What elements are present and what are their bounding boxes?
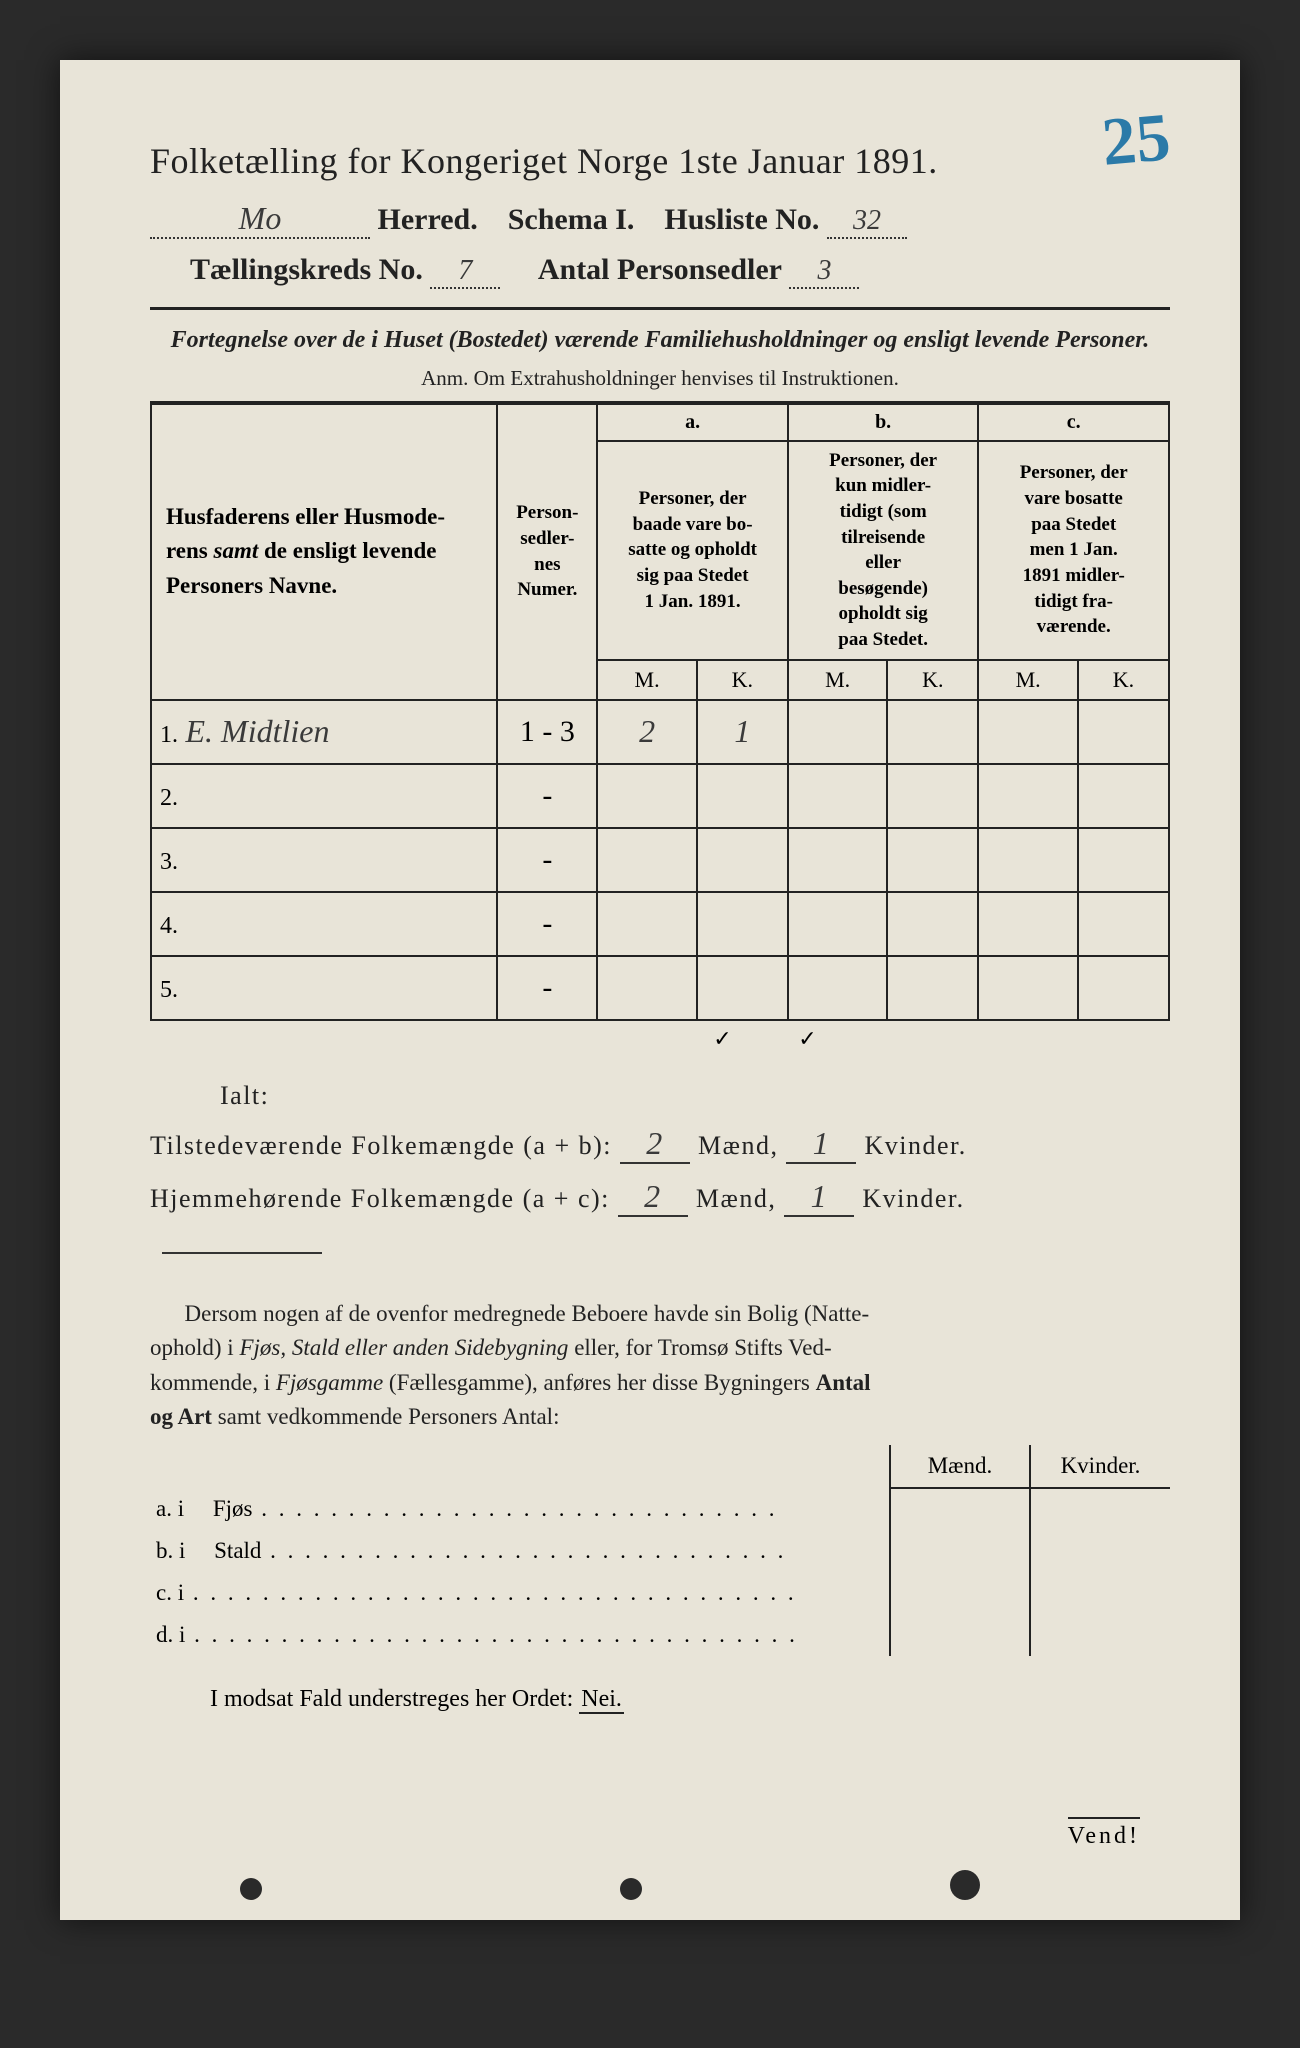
husliste-label: Husliste No. [664,203,819,236]
col-b-k: K. [887,660,978,700]
subtitle: Fortegnelse over de i Huset (Bostedet) v… [150,324,1170,358]
divider [150,307,1170,310]
check-am: ✓ [680,1021,765,1057]
row1-num: 1 - 3 [497,700,597,764]
punch-hole [620,1878,642,1900]
lower-maend: Mænd. [890,1445,1030,1488]
table-row: 4. - [151,892,1169,956]
col-c-k: K. [1078,660,1169,700]
antal-label: Antal Personsedler [538,253,782,286]
kvinder-label: Kvinder. [864,1131,966,1160]
table-row: 5. - [151,956,1169,1020]
col-c-label: c. [978,403,1169,441]
main-table: Husfaderens eller Husmode-rens samt de e… [150,401,1170,1021]
lower-kvinder: Kvinder. [1030,1445,1170,1488]
census-form-page: 25 Folketælling for Kongeriget Norge 1st… [60,60,1240,1920]
col-a-text: Personer, derbaade vare bo-satte og opho… [597,441,788,660]
header-line-2: Tællingskreds No. 7 Antal Personsedler 3 [190,253,1170,289]
table-row: 2. - [151,764,1169,828]
vend-label: Vend! [1068,1817,1140,1850]
lower-table: Mænd. Kvinder. a. i Fjøs . . . . . . . .… [150,1445,1170,1656]
tilstede-label: Tilstedeværende Folkemængde (a + b): [150,1131,612,1160]
antal-value: 3 [817,255,831,286]
nei-line: I modsat Fald understreges her Ordet: Ne… [210,1686,1170,1713]
anm-note: Anm. Om Extrahusholdninger henvises til … [150,366,1170,391]
table-row: 1. E. Midtlien 1 - 3 2 1 [151,700,1169,764]
herred-value: Mo [239,200,282,236]
schema-label: Schema I. [508,203,635,236]
col-c-m: M. [978,660,1078,700]
row1-am: 2 [639,713,655,749]
row1-ak: 1 [734,713,750,749]
lower-row: c. i . . . . . . . . . . . . . . . . . .… [150,1572,1170,1614]
col-a-label: a. [597,403,788,441]
col-b-text: Personer, derkun midler-tidigt (somtilre… [788,441,979,660]
col-a-k: K. [697,660,788,700]
col-b-label: b. [788,403,979,441]
punch-hole [950,1870,980,1900]
page-number-handwritten: 25 [1099,97,1174,182]
header-line-1: Mo Herred. Schema I. Husliste No. 32 [150,200,1170,239]
col-c-text: Personer, dervare bosattepaa Stedetmen 1… [978,441,1169,660]
ialt-label: Ialt: [220,1081,1170,1111]
row1-name: E. Midtlien [186,713,330,749]
check-ak: ✓ [765,1021,850,1057]
lower-row: d. i . . . . . . . . . . . . . . . . . .… [150,1614,1170,1656]
tilstede-m: 2 [646,1125,664,1161]
summary-block: Ialt: Tilstedeværende Folkemængde (a + b… [150,1081,1170,1261]
col-a-m: M. [597,660,697,700]
tilstede-k: 1 [813,1125,831,1161]
col-numer: Person-sedler-nesNumer. [497,403,597,700]
col-names: Husfaderens eller Husmode-rens samt de e… [151,403,497,700]
check-row: ✓ ✓ [150,1021,1170,1057]
building-paragraph: Dersom nogen af de ovenfor medregnede Be… [150,1297,1170,1435]
nei-word: Nei. [579,1686,624,1714]
kreds-label: Tællingskreds No. [190,253,423,286]
short-rule [162,1252,322,1254]
punch-hole [240,1878,262,1900]
hjemme-m: 2 [644,1178,662,1214]
col-b-m: M. [788,660,888,700]
table-row: 3. - [151,828,1169,892]
maend-label: Mænd, [698,1131,778,1160]
kvinder-label-2: Kvinder. [862,1184,964,1213]
title: Folketælling for Kongeriget Norge 1ste J… [150,140,1170,182]
kreds-value: 7 [458,255,472,286]
herred-label: Herred. [378,203,478,236]
husliste-value: 32 [853,205,881,236]
maend-label-2: Mænd, [696,1184,776,1213]
lower-row: a. i Fjøs . . . . . . . . . . . . . . . … [150,1488,1170,1530]
hjemme-k: 1 [811,1178,829,1214]
lower-row: b. i Stald . . . . . . . . . . . . . . .… [150,1530,1170,1572]
hjemme-label: Hjemmehørende Folkemængde (a + c): [150,1184,610,1213]
